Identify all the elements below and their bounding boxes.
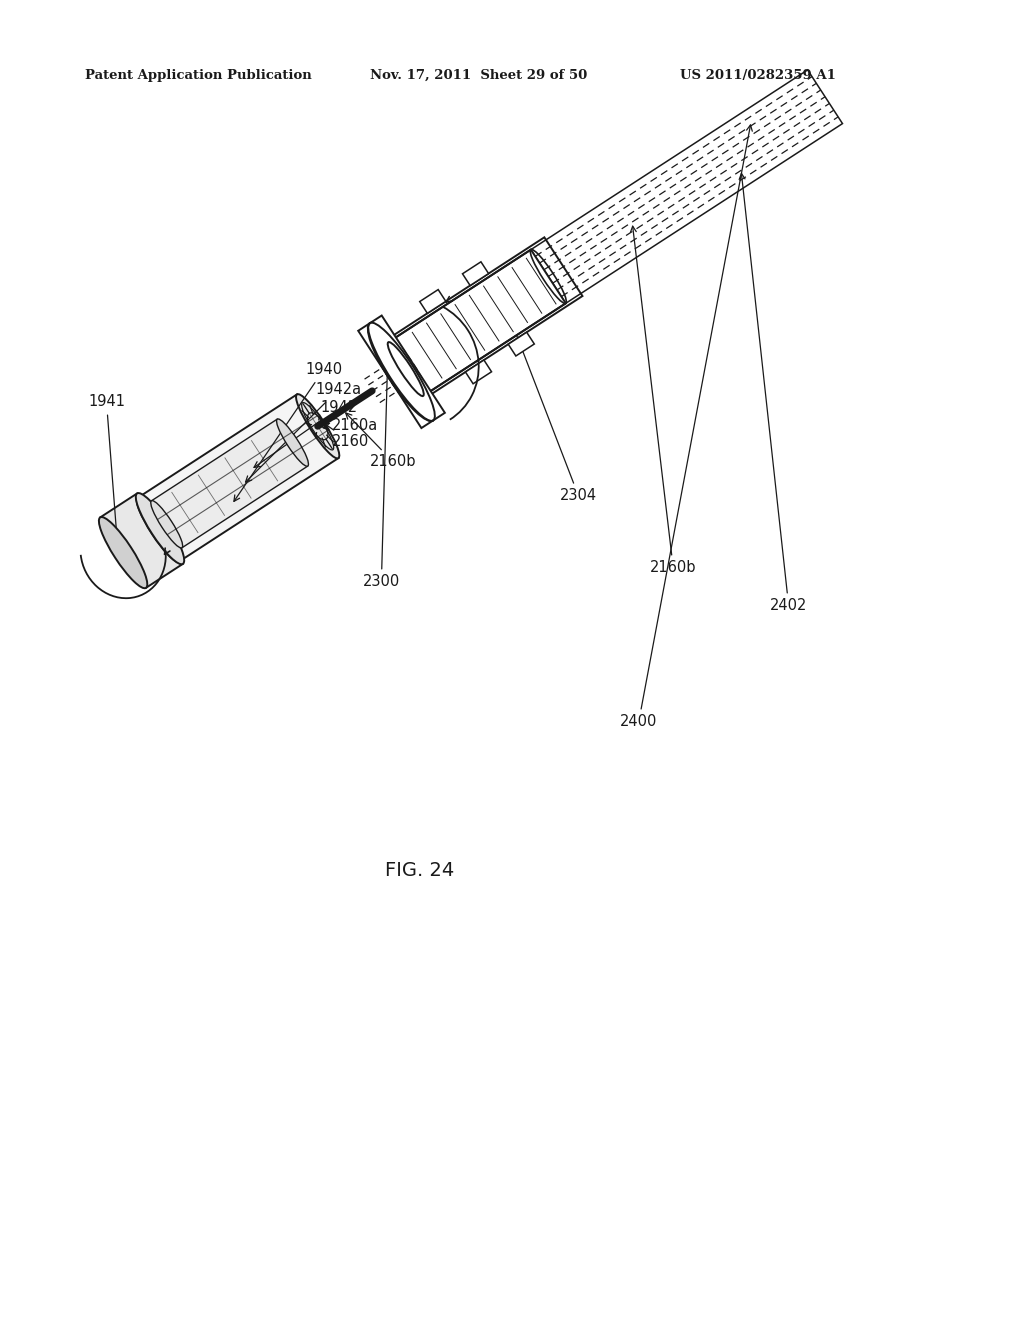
Ellipse shape [99,517,147,589]
Polygon shape [388,249,565,396]
Text: 2402: 2402 [739,173,807,614]
Text: FIG. 24: FIG. 24 [385,861,455,879]
Text: Patent Application Publication: Patent Application Publication [85,69,311,82]
Polygon shape [508,333,535,356]
Polygon shape [152,420,308,548]
Polygon shape [466,360,492,384]
Ellipse shape [136,494,184,564]
Polygon shape [137,395,338,561]
Text: 2304: 2304 [511,323,597,503]
Ellipse shape [296,395,339,458]
Ellipse shape [276,418,308,466]
Text: 2160a: 2160a [323,417,378,433]
Text: Nov. 17, 2011  Sheet 29 of 50: Nov. 17, 2011 Sheet 29 of 50 [370,69,587,82]
Text: 1940: 1940 [233,363,342,502]
Text: US 2011/0282359 A1: US 2011/0282359 A1 [680,69,836,82]
Ellipse shape [151,500,182,548]
Polygon shape [420,289,445,313]
Polygon shape [463,261,488,285]
Text: 1942a: 1942a [246,383,361,482]
Ellipse shape [388,342,424,396]
Polygon shape [358,315,444,428]
Text: 2400: 2400 [620,125,753,730]
Text: 1942: 1942 [254,400,357,467]
Text: 2300: 2300 [362,355,400,590]
Text: 2160: 2160 [324,422,370,450]
Text: 2160b: 2160b [631,226,696,576]
Text: 1941: 1941 [88,395,125,548]
Text: 2160b: 2160b [346,413,417,470]
Polygon shape [100,494,183,587]
